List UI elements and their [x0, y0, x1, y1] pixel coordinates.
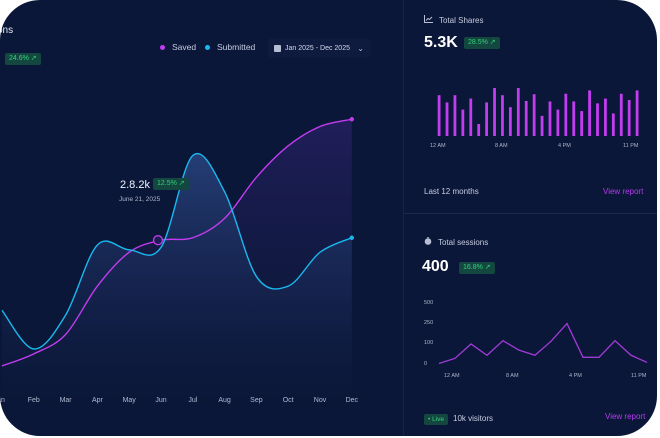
submitted-end-point	[349, 235, 354, 240]
shares-value: 5.3K	[424, 34, 458, 51]
shares-bar	[461, 109, 465, 136]
shares-bar	[453, 95, 457, 136]
shares-bar	[572, 101, 576, 136]
shares-bar	[445, 102, 449, 136]
x-axis-label: Oct	[282, 397, 294, 404]
shares-footer: Last 12 months	[424, 187, 479, 196]
shares-x-label: 4 PM	[558, 143, 571, 149]
shares-bar	[532, 94, 536, 136]
shares-bar	[580, 111, 584, 136]
shares-bar	[524, 100, 528, 136]
x-axis-label: an	[0, 397, 5, 404]
calendar-icon	[274, 44, 281, 52]
shares-bar	[588, 90, 591, 136]
tooltip-value: 2.8.2k	[120, 179, 150, 191]
shares-bar	[540, 115, 544, 136]
shares-x-label: 8 AM	[495, 143, 508, 149]
sessions-value: 400	[422, 258, 449, 275]
saved-line	[1, 118, 352, 367]
sessions-view-report-link[interactable]: View report	[605, 412, 646, 421]
shares-bar	[627, 100, 631, 136]
stopwatch-icon	[424, 237, 432, 247]
sessions-x-label: 4 PM	[569, 373, 582, 379]
sessions-x-label: 8 AM	[506, 373, 519, 379]
chevron-down-icon: ⌄	[357, 43, 364, 53]
date-range-picker[interactable]: Jan 2025 - Dec 2025 ⌄	[268, 38, 371, 58]
highlight-point[interactable]	[152, 235, 164, 246]
shares-bar	[619, 93, 623, 136]
sessions-x-label: 12 AM	[444, 373, 460, 379]
x-axis-label: May	[122, 397, 136, 404]
horizontal-divider	[404, 213, 657, 214]
sessions-y-label: 0	[424, 361, 428, 367]
vertical-divider	[403, 0, 404, 436]
sessions-y-label: 250	[424, 320, 434, 326]
submitted-dot-icon	[205, 44, 210, 50]
shares-bar-chart	[437, 88, 639, 136]
shares-bar	[604, 98, 607, 136]
shares-x-label: 11 PM	[623, 143, 639, 149]
shares-bar	[508, 107, 512, 136]
trend-chart-icon	[424, 15, 433, 25]
x-axis-label: Jul	[188, 397, 198, 404]
x-axis-label: Feb	[27, 397, 40, 404]
submitted-area-fill	[2, 153, 352, 404]
x-axis-label: Mar	[59, 397, 72, 404]
shares-title-label: Total Shares	[439, 15, 484, 25]
shares-bar	[437, 95, 441, 136]
legend-saved-label: Saved	[172, 42, 197, 52]
sessions-badge: 16.8% ↗	[459, 262, 495, 274]
shares-bar	[556, 109, 560, 136]
legend-submitted[interactable]: Submitted	[205, 42, 255, 52]
saved-dot-icon	[160, 44, 165, 50]
date-range-label: Jan 2025 - Dec 2025	[285, 44, 350, 52]
saved-end-point	[349, 117, 354, 122]
shares-bar	[635, 90, 639, 136]
x-axis-label: Aug	[218, 397, 231, 404]
sessions-y-label: 500	[424, 300, 434, 306]
sessions-title: Total sessions	[424, 237, 488, 247]
shares-bar	[469, 98, 473, 136]
sessions-x-label: 11 PM	[631, 373, 647, 379]
x-axis-label: Sep	[250, 397, 263, 404]
shares-bar	[493, 88, 496, 136]
x-axis-label: Jun	[155, 397, 167, 404]
shares-bar	[485, 102, 489, 136]
tooltip-date: June 21, 2025	[119, 196, 161, 203]
legend-saved[interactable]: Saved	[160, 42, 196, 52]
shares-bar	[516, 88, 520, 136]
main-change-badge: 24.6% ↗	[5, 53, 41, 65]
shares-bar	[564, 93, 568, 136]
shares-title: Total Shares	[424, 15, 483, 25]
shares-badge: 28.5% ↗	[464, 37, 500, 49]
shares-bar	[611, 113, 615, 136]
tooltip-badge: 12.5% ↗	[153, 178, 189, 190]
sessions-line	[438, 322, 648, 365]
legend-submitted-label: Submitted	[217, 42, 256, 52]
shares-view-report-link[interactable]: View report	[603, 187, 644, 196]
shares-bar	[548, 101, 552, 136]
sessions-y-label: 100	[424, 340, 434, 346]
shares-x-label: 12 AM	[430, 143, 446, 149]
live-badge: • Live	[424, 414, 449, 425]
x-axis-label: Nov	[313, 397, 327, 404]
x-axis-label: Apr	[91, 397, 103, 404]
visitors-count: 10k visitors	[453, 414, 494, 423]
shares-bar	[596, 103, 599, 136]
x-axis-label: Dec	[345, 397, 359, 404]
sessions-title-label: Total sessions	[438, 237, 489, 247]
shares-bar	[501, 95, 504, 136]
shares-bar	[477, 124, 481, 136]
main-card-title: tions	[0, 25, 14, 36]
